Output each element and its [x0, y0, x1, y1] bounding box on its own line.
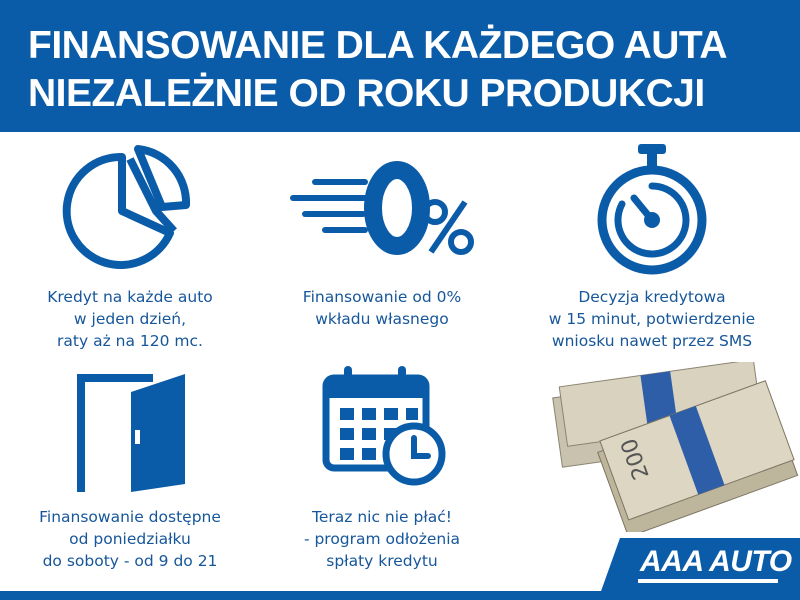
zero-percent-icon [290, 161, 474, 255]
caption-line: do soboty - od 9 do 21 [42, 552, 218, 570]
feature-caption-deferral: Teraz nic nie płać! - program odłożenia … [252, 506, 512, 572]
door-icon [77, 374, 185, 492]
caption-line: Decyzja kredytowa [578, 288, 726, 306]
brand-logo-underline [638, 579, 778, 583]
caption-line: raty aż na 120 mc. [57, 332, 203, 350]
caption-line: Finansowanie dostępne [39, 508, 221, 526]
caption-line: w 15 minut, potwierdzenie [548, 310, 756, 328]
headline-line-2: NIEZALEŻNIE OD ROKU PRODUKCJI [28, 72, 705, 115]
pie-chart-icon [62, 145, 191, 269]
caption-line: - program odłożenia [303, 530, 461, 548]
caption-line: spłaty kredytu [326, 552, 438, 570]
caption-line: wniosku nawet przez SMS [551, 332, 753, 350]
caption-line: od poniedziałku [69, 530, 191, 548]
banknotes-stack-icon: 200 [552, 362, 799, 532]
stopwatch-icon [597, 144, 707, 275]
caption-line: Kredyt na każde auto [47, 288, 213, 306]
feature-caption-credit: Kredyt na każde auto w jeden dzień, raty… [0, 286, 260, 352]
header-banner: FINANSOWANIE DLA KAŻDEGO AUTA NIEZALEŻNI… [0, 0, 800, 132]
brand-logo: AAA AUTO [640, 545, 792, 578]
caption-line: Finansowanie od 0% [302, 288, 462, 306]
caption-line: w jeden dzień, [73, 310, 187, 328]
feature-caption-decision: Decyzja kredytowa w 15 minut, potwierdze… [522, 286, 782, 352]
footer-bar [0, 591, 800, 600]
brand-banner [600, 538, 800, 594]
feature-caption-hours: Finansowanie dostępne od poniedziałku do… [0, 506, 260, 572]
feature-caption-zero-down: Finansowanie od 0% wkładu własnego [252, 286, 512, 330]
calendar-clock-icon [322, 366, 446, 486]
headline-line-1: FINANSOWANIE DLA KAŻDEGO AUTA [28, 24, 728, 67]
caption-line: Teraz nic nie płać! [312, 508, 452, 526]
caption-line: wkładu własnego [315, 310, 449, 328]
